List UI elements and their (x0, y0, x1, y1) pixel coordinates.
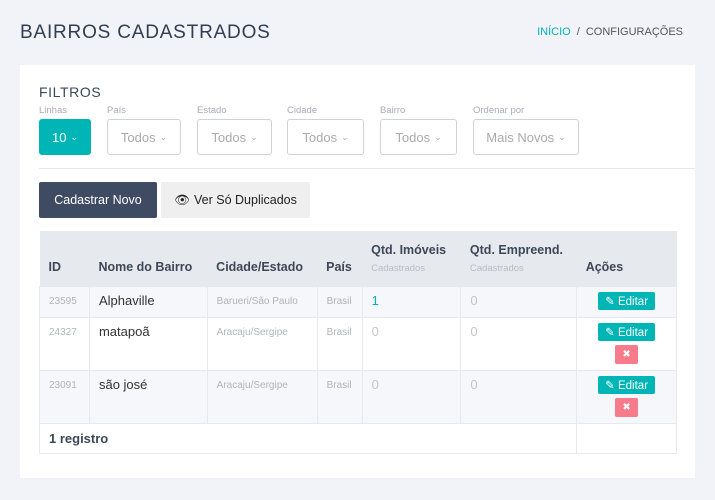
edit-label: Editar (617, 295, 649, 308)
cell-actions: ✎ Editar (576, 285, 677, 318)
chevron-down-icon: ⌄ (250, 131, 258, 142)
close-icon: ✖ (622, 348, 631, 360)
filter-label: Cidade (287, 105, 318, 116)
filter-label: Linhas (39, 105, 67, 116)
chevron-down-icon: ⌄ (558, 131, 566, 142)
chevron-down-icon: ⌄ (70, 131, 78, 142)
edit-icon: ✎ (605, 295, 615, 308)
cell-imoveis: 0 (361, 316, 462, 371)
chevron-down-icon: ⌄ (159, 131, 168, 142)
table-footer: 1 registro (38, 422, 677, 454)
edit-button[interactable]: ✎ Editar (598, 291, 656, 310)
cell-empreend: 0 (460, 316, 578, 371)
filter-linhas: Linhas 10 ⌄ (39, 105, 91, 155)
select-value: Todos (395, 129, 431, 145)
ver-duplicados-button[interactable]: 👁 Ver Só Duplicados (161, 182, 310, 218)
divider (39, 168, 695, 169)
col-imoveis[interactable]: Qtd. Imóveis Cadastrados (362, 231, 461, 286)
chevron-down-icon: ⌄ (341, 131, 349, 142)
filter-estado: Estado Todos ⌄ (197, 105, 272, 155)
cell-imoveis[interactable]: 1 (361, 285, 462, 318)
cadastrar-novo-button[interactable]: Cadastrar Novo (39, 182, 157, 218)
filter-pais: País Todos ⌄ (107, 105, 181, 155)
cell-imoveis: 0 (361, 369, 462, 424)
edit-label: Editar (617, 379, 649, 392)
col-id[interactable]: ID (39, 231, 90, 286)
main-card: FILTROS Linhas 10 ⌄ País Todos ⌄ Estado To… (20, 65, 695, 478)
cell-country: Brasil (316, 369, 363, 424)
bairros-table: ID Nome do Bairro Cidade/Estado País Qtd… (38, 231, 677, 454)
col-actions: Ações (576, 231, 677, 286)
filter-cidade: Cidade Todos ⌄ (287, 105, 364, 155)
cell-name: Alphaville (88, 285, 208, 318)
bairro-select[interactable]: Todos ⌄ (380, 119, 457, 155)
button-label: Ver Só Duplicados (194, 193, 297, 207)
cell-name: são josé (88, 369, 208, 424)
select-value: Mais Novos (486, 129, 555, 145)
select-value: Todos (120, 129, 156, 145)
edit-icon: ✎ (605, 326, 615, 339)
cell-city: Barueri/São Paulo (206, 285, 318, 318)
linhas-select[interactable]: 10 ⌄ (39, 119, 91, 155)
cell-empreend: 0 (460, 369, 578, 424)
header-label: Qtd. Imóveis (371, 242, 447, 257)
edit-button[interactable]: ✎ Editar (598, 322, 656, 341)
table-header: ID Nome do Bairro Cidade/Estado País Qtd… (39, 231, 677, 286)
col-empreend[interactable]: Qtd. Empreend. Cadastrados (460, 231, 577, 286)
header-sub: Cadastrados (469, 262, 524, 274)
cell-country: Brasil (316, 285, 363, 318)
breadcrumb-home[interactable]: INÍCIO (537, 26, 571, 38)
breadcrumb-separator: / (576, 26, 580, 38)
table-row: 23091 são josé Aracaju/Sergipe Brasil 0 … (39, 369, 677, 424)
col-name[interactable]: Nome do Bairro (89, 231, 208, 286)
estado-select[interactable]: Todos ⌄ (197, 119, 272, 155)
header-label: Qtd. Empreend. (469, 242, 563, 257)
chevron-down-icon: ⌄ (434, 131, 442, 142)
col-city[interactable]: Cidade/Estado (207, 231, 318, 286)
select-value: 10 (51, 129, 67, 145)
page-title: BAIRROS CADASTRADOS (20, 22, 271, 43)
delete-button[interactable]: ✖ (615, 344, 639, 364)
col-country[interactable]: País (317, 231, 363, 286)
footer-empty (576, 422, 677, 454)
edit-icon: ✎ (605, 379, 615, 392)
record-count: 1 registro (38, 422, 578, 454)
header-sub: Cadastrados (371, 262, 425, 274)
pais-select[interactable]: Todos ⌄ (107, 119, 181, 155)
cell-id: 24327 (39, 316, 90, 371)
edit-label: Editar (617, 326, 649, 339)
cell-actions: ✎ Editar ✖ (576, 369, 677, 424)
delete-button[interactable]: ✖ (615, 397, 639, 417)
cell-city: Aracaju/Sergipe (206, 369, 318, 424)
table-row: 23595 Alphaville Barueri/São Paulo Brasi… (39, 285, 677, 318)
filter-label: Ordenar por (473, 105, 525, 116)
breadcrumb-current: CONFIGURAÇÕES (585, 26, 683, 38)
breadcrumb: INÍCIO / CONFIGURAÇÕES (537, 26, 683, 38)
select-value: Todos (211, 129, 247, 145)
table-row: 24327 matapoã Aracaju/Sergipe Brasil 0 0… (39, 316, 677, 371)
filter-label: Estado (197, 105, 227, 116)
edit-button[interactable]: ✎ Editar (598, 375, 656, 394)
cell-name: matapoã (88, 316, 208, 371)
cidade-select[interactable]: Todos ⌄ (287, 119, 364, 155)
filters-title: FILTROS (39, 84, 102, 100)
select-value: Todos (302, 129, 338, 145)
cell-empreend: 0 (460, 285, 578, 318)
filter-label: Bairro (380, 105, 406, 116)
ordenar-select[interactable]: Mais Novos ⌄ (473, 119, 579, 155)
filter-ordenar: Ordenar por Mais Novos ⌄ (473, 105, 579, 155)
cell-actions: ✎ Editar ✖ (576, 316, 677, 371)
cell-id: 23091 (39, 369, 90, 424)
filter-label: País (107, 105, 127, 116)
filter-bairro: Bairro Todos ⌄ (380, 105, 457, 155)
close-icon: ✖ (622, 401, 631, 413)
cell-city: Aracaju/Sergipe (206, 316, 318, 371)
cell-id: 23595 (39, 285, 90, 318)
cell-country: Brasil (316, 316, 363, 371)
eye-icon: 👁 (174, 192, 191, 207)
